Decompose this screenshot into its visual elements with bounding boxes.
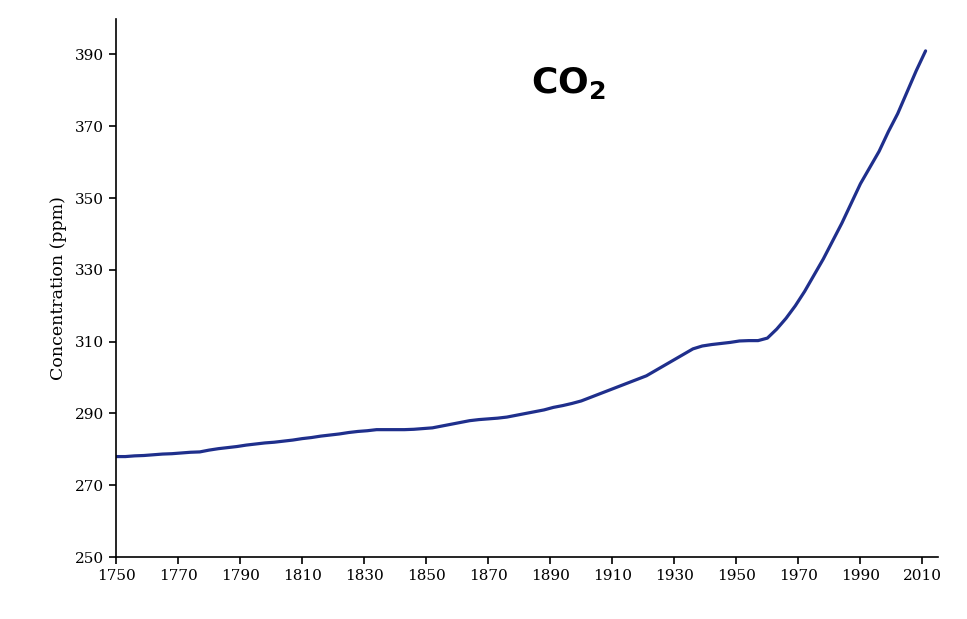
Text: $\mathbf{CO_2}$: $\mathbf{CO_2}$ (531, 65, 605, 101)
Y-axis label: Concentration (ppm): Concentration (ppm) (49, 196, 67, 380)
